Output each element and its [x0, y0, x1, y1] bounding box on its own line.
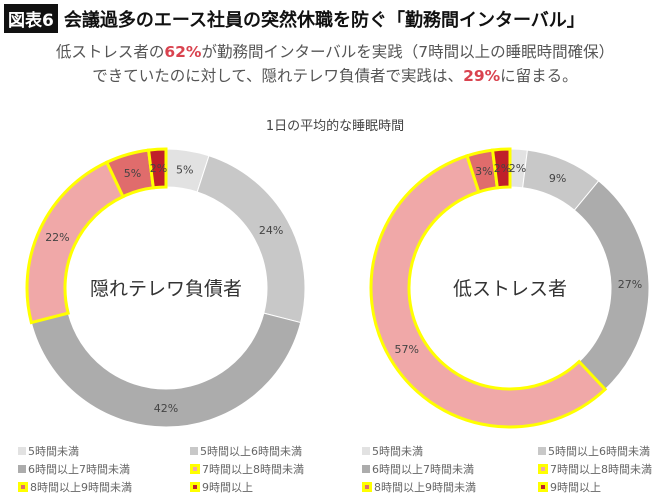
legend-item: 6時間以上7時間未満 — [18, 461, 130, 477]
legend-label: 5時間未満 — [28, 445, 79, 458]
figure-title: 会議過多のエース社員の突然休職を防ぐ「勤務間インターバル」 — [63, 9, 585, 31]
slice-label: 22% — [45, 231, 69, 244]
slice-label: 2% — [509, 162, 526, 175]
legend-item: 8時間以上9時間未満 — [362, 479, 476, 495]
subtitle-text: が勤務間インターバルを実践（7時間以上の睡眠時間確保） — [201, 43, 615, 61]
legend-label: 6時間以上7時間未満 — [28, 463, 130, 476]
center-label: 低ストレス者 — [453, 278, 567, 300]
slice-label: 5% — [176, 163, 193, 176]
legend-swatch — [538, 482, 548, 492]
legend-label: 6時間以上7時間未満 — [372, 463, 474, 476]
center-label: 隠れテレワ負債者 — [90, 278, 242, 300]
legend-swatch — [362, 447, 370, 455]
legend-item: 6時間以上7時間未満 — [362, 461, 474, 477]
legend-swatch — [190, 482, 200, 492]
legend-label: 5時間以上6時間未満 — [548, 445, 650, 458]
donut-slice — [490, 147, 512, 190]
legend-swatch — [538, 464, 548, 474]
legend-item: 7時間以上8時間未満 — [538, 461, 652, 477]
donut-slice — [30, 312, 302, 428]
legend-item: 8時間以上9時間未満 — [18, 479, 132, 495]
legend-label: 9時間以上 — [550, 481, 601, 494]
legend-item: 5時間以上6時間未満 — [190, 443, 302, 459]
figure-tag: 図表6 — [4, 4, 58, 33]
legend-item: 5時間未満 — [362, 443, 423, 459]
legend-swatch — [18, 465, 26, 473]
legend-label: 8時間以上9時間未満 — [30, 481, 132, 494]
slice-label: 42% — [154, 402, 178, 415]
legend-swatch — [538, 447, 546, 455]
legend-swatch — [190, 447, 198, 455]
subtitle-text: 低ストレス者の — [55, 43, 165, 61]
subtitle-line-2: できていたのに対して、隠れテレワ負債者で実践は、29%に留まる。 — [0, 64, 670, 88]
slice-label: 3% — [475, 165, 492, 178]
subtitle-line-1: 低ストレス者の62%が勤務間インターバルを実践（7時間以上の睡眠時間確保） — [0, 40, 670, 64]
slice-label: 24% — [259, 224, 283, 237]
slice-label: 27% — [618, 278, 642, 291]
legend-label: 5時間以上6時間未満 — [200, 445, 302, 458]
donut-slice — [369, 153, 608, 429]
legend-item: 7時間以上8時間未満 — [190, 461, 304, 477]
legend-swatch — [362, 482, 372, 492]
legend-item: 5時間以上6時間未満 — [538, 443, 650, 459]
legend-swatch — [190, 464, 200, 474]
legend-item: 5時間未満 — [18, 443, 79, 459]
legend-label: 7時間以上8時間未満 — [202, 463, 304, 476]
highlight-62: 62% — [164, 43, 202, 61]
subtitle-text: に留まる。 — [500, 67, 578, 85]
header: 図表6 会議過多のエース社員の突然休職を防ぐ「勤務間インターバル」 — [4, 4, 585, 33]
donut-slice — [146, 147, 168, 190]
subtitle-text: できていたのに対して、隠れテレワ負債者で実践は、 — [92, 67, 464, 85]
legend-swatch — [18, 482, 28, 492]
legend-label: 5時間未満 — [372, 445, 423, 458]
legend-label: 9時間以上 — [202, 481, 253, 494]
legend-item: 9時間以上 — [190, 479, 253, 495]
highlight-29: 29% — [463, 67, 501, 85]
legend-swatch — [18, 447, 26, 455]
legend-item: 9時間以上 — [538, 479, 601, 495]
slice-label: 9% — [549, 172, 566, 185]
chart-title: 1日の平均的な睡眠時間 — [265, 119, 405, 134]
legend-swatch — [362, 465, 370, 473]
slice-label: 2% — [494, 162, 511, 175]
legend-label: 8時間以上9時間未満 — [374, 481, 476, 494]
slice-label: 2% — [150, 162, 167, 175]
slice-label: 5% — [124, 167, 141, 180]
slice-label: 57% — [394, 343, 418, 356]
legend-label: 7時間以上8時間未満 — [550, 463, 652, 476]
